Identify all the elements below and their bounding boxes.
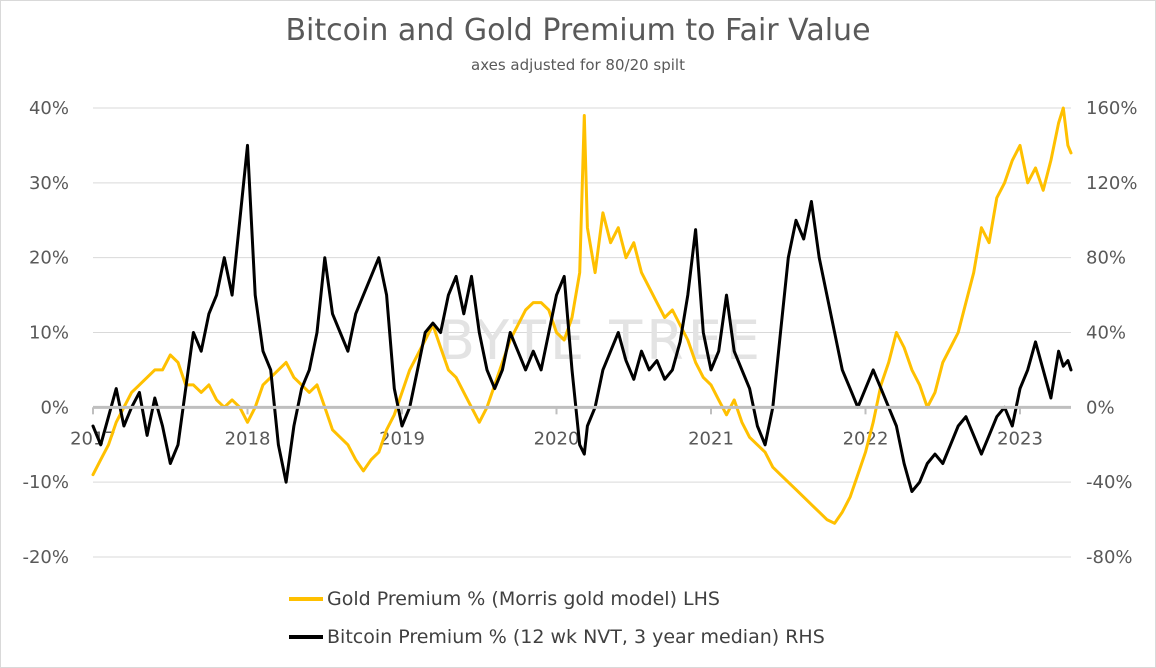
legend: Gold Premium % (Morris gold model) LHS B… [289, 584, 909, 652]
legend-label-gold: Gold Premium % (Morris gold model) LHS [327, 588, 720, 610]
y-right-tick-label: 80% [1086, 248, 1126, 269]
y-left-tick-label: 10% [29, 323, 69, 344]
series-line-gold [91, 106, 1073, 525]
x-tick-label: 2020 [534, 428, 580, 449]
y-right-tick-label: 40% [1086, 323, 1126, 344]
x-tick-label: 2023 [997, 428, 1043, 449]
chart-subtitle: axes adjusted for 80/20 spilt [471, 56, 685, 74]
series-line-bitcoin [91, 143, 1073, 493]
y-left-tick-label: 40% [29, 98, 69, 119]
x-tick-label: 2018 [225, 428, 271, 449]
y-right-tick-label: 160% [1086, 98, 1137, 119]
y-left-tick-label: 0% [40, 397, 69, 418]
y-right-tick-label: 0% [1086, 397, 1115, 418]
y-left-tick-label: 20% [29, 248, 69, 269]
legend-swatch-gold [289, 597, 323, 601]
y-left-tick-label: -20% [22, 547, 69, 568]
y-right-tick-label: -40% [1086, 472, 1133, 493]
legend-item-gold: Gold Premium % (Morris gold model) LHS [289, 584, 909, 614]
x-tick-label: 2021 [688, 428, 734, 449]
y-right-tick-label: -80% [1086, 547, 1133, 568]
legend-swatch-bitcoin [289, 635, 323, 639]
x-tick-label: 2022 [843, 428, 889, 449]
chart-title: Bitcoin and Gold Premium to Fair Value [285, 13, 871, 48]
legend-item-bitcoin: Bitcoin Premium % (12 wk NVT, 3 year med… [289, 622, 909, 652]
legend-label-bitcoin: Bitcoin Premium % (12 wk NVT, 3 year med… [327, 626, 825, 648]
x-tick-label: 2019 [379, 428, 425, 449]
y-right-tick-label: 120% [1086, 173, 1137, 194]
y-left-tick-label: 30% [29, 173, 69, 194]
y-left-tick-label: -10% [22, 472, 69, 493]
